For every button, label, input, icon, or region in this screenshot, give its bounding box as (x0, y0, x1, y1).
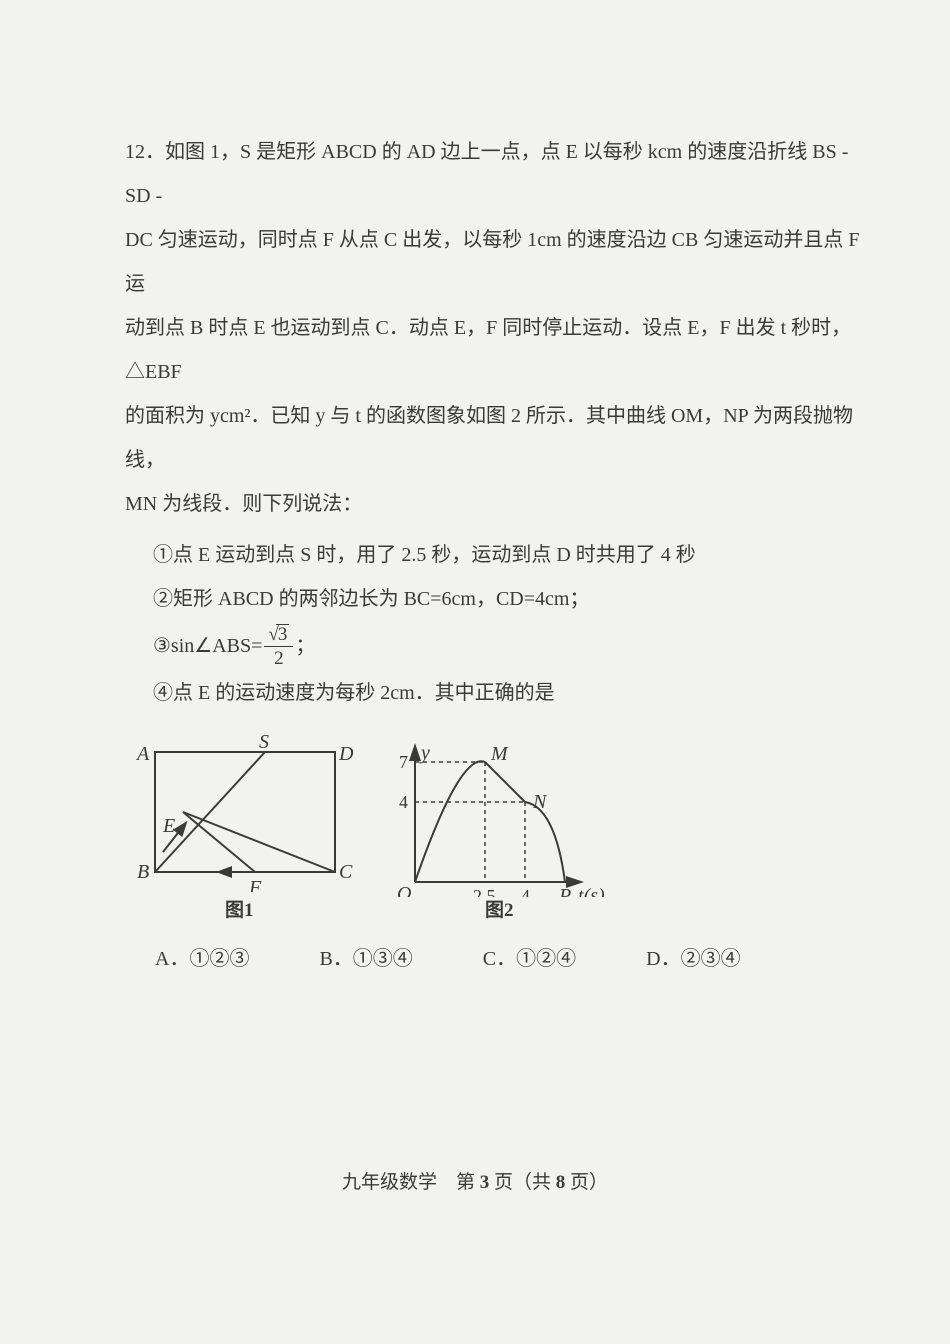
statement-3: ③sin∠ABS= 3 2 ； (153, 624, 865, 668)
statement-4: ④点 E 的运动速度为每秒 2cm．其中正确的是 (153, 674, 865, 712)
question-stem-line3: 动到点 B 时点 E 也运动到点 C．动点 E，F 同时停止运动．设点 E，F … (125, 306, 865, 394)
question-number: 12． (125, 141, 165, 163)
statement-1: ①点 E 运动到点 S 时，用了 2.5 秒，运动到点 D 时共用了 4 秒 (153, 536, 865, 574)
svg-text:P: P (558, 885, 571, 897)
figure-2-caption: 图2 (485, 895, 514, 922)
svg-text:D: D (338, 743, 354, 765)
svg-text:t(s): t(s) (578, 885, 605, 897)
figure-1: A S D B C E F 图1 (135, 732, 355, 922)
svg-text:C: C (339, 861, 353, 883)
svg-text:M: M (490, 743, 509, 765)
svg-text:O: O (397, 883, 411, 897)
svg-text:4: 4 (399, 792, 408, 812)
svg-text:S: S (259, 732, 269, 753)
svg-text:A: A (135, 743, 150, 765)
figure-1-caption: 图1 (225, 895, 254, 922)
svg-text:B: B (137, 861, 149, 883)
page-footer: 九年级数学 第 3 页（共 8 页） (0, 1167, 950, 1194)
option-d: D．②③④ (646, 942, 740, 971)
option-c: C．①②④ (483, 942, 576, 971)
option-b: B．①③④ (319, 942, 412, 971)
svg-text:7: 7 (399, 752, 408, 772)
question-stem-line1: 12．如图 1，S 是矩形 ABCD 的 AD 边上一点，点 E 以每秒 kcm… (125, 130, 865, 218)
question-stem-line2: DC 匀速运动，同时点 F 从点 C 出发，以每秒 1cm 的速度沿边 CB 匀… (125, 218, 865, 306)
svg-text:E: E (162, 815, 175, 837)
svg-text:F: F (248, 877, 262, 892)
svg-text:4: 4 (521, 886, 530, 897)
figure-2: y M N O P t(s) 2.5 4 7 4 图2 (385, 732, 615, 922)
svg-text:y: y (419, 742, 430, 764)
figure-2-svg: y M N O P t(s) 2.5 4 7 4 (385, 732, 615, 897)
svg-text:N: N (532, 791, 548, 813)
question-stem-line5: MN 为线段．则下列说法： (125, 482, 865, 526)
statement-2: ②矩形 ABCD 的两邻边长为 BC=6cm，CD=4cm； (153, 580, 865, 618)
figure-1-svg: A S D B C E F (135, 732, 355, 892)
option-a: A．①②③ (155, 942, 249, 971)
question-stem-line4: 的面积为 ycm²．已知 y 与 t 的函数图象如图 2 所示．其中曲线 OM，… (125, 394, 865, 482)
